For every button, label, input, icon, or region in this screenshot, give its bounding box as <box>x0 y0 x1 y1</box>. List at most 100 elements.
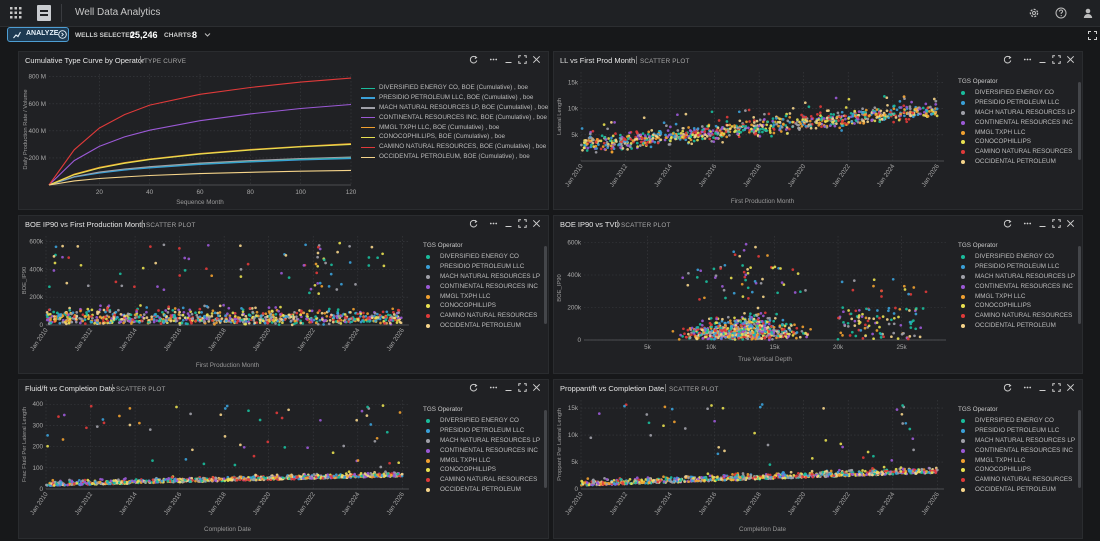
data-point[interactable] <box>924 108 928 112</box>
data-point[interactable] <box>744 124 748 128</box>
data-point[interactable] <box>651 136 655 140</box>
data-point[interactable] <box>590 143 593 147</box>
data-point[interactable] <box>700 475 703 479</box>
data-point[interactable] <box>899 112 902 116</box>
data-point[interactable] <box>316 245 320 249</box>
data-point[interactable] <box>623 404 626 408</box>
data-point[interactable] <box>756 306 760 310</box>
data-point[interactable] <box>907 292 910 296</box>
data-point[interactable] <box>191 448 194 452</box>
data-point[interactable] <box>681 276 685 280</box>
data-point[interactable] <box>388 461 391 465</box>
data-point[interactable] <box>168 479 172 483</box>
data-point[interactable] <box>295 317 299 321</box>
data-point[interactable] <box>399 316 403 320</box>
data-point[interactable] <box>741 295 745 298</box>
data-point[interactable] <box>384 318 388 322</box>
legend-item[interactable]: OCCIDENTAL PETROLEUM <box>958 157 1075 167</box>
data-point[interactable] <box>758 405 762 409</box>
data-point[interactable] <box>901 422 905 425</box>
data-point[interactable] <box>766 120 770 124</box>
data-point[interactable] <box>910 100 913 104</box>
data-point[interactable] <box>735 327 739 330</box>
data-point[interactable] <box>166 479 170 483</box>
data-point[interactable] <box>597 412 601 415</box>
data-point[interactable] <box>730 330 733 333</box>
data-point[interactable] <box>292 317 295 320</box>
data-point[interactable] <box>684 131 688 135</box>
data-point[interactable] <box>840 280 844 284</box>
data-point[interactable] <box>267 476 271 479</box>
data-point[interactable] <box>922 471 926 474</box>
data-point[interactable] <box>816 475 819 478</box>
legend-item[interactable]: PRESIDIO PETROLEUM LLC <box>958 426 1075 436</box>
data-point[interactable] <box>621 147 625 150</box>
data-point[interactable] <box>886 103 889 107</box>
data-point[interactable] <box>739 328 743 332</box>
data-point[interactable] <box>662 480 666 483</box>
data-point[interactable] <box>694 479 698 483</box>
data-point[interactable] <box>652 478 656 482</box>
data-point[interactable] <box>628 145 632 149</box>
data-point[interactable] <box>186 312 190 315</box>
data-point[interactable] <box>818 121 821 125</box>
legend-item[interactable]: CONTINENTAL RESOURCES INC <box>958 446 1075 456</box>
data-point[interactable] <box>90 308 94 312</box>
data-point[interactable] <box>752 119 756 122</box>
data-point[interactable] <box>305 476 309 480</box>
data-point[interactable] <box>647 421 651 425</box>
data-point[interactable] <box>863 115 867 119</box>
data-point[interactable] <box>889 470 892 474</box>
data-point[interactable] <box>795 331 799 334</box>
data-point[interactable] <box>684 138 688 142</box>
data-point[interactable] <box>704 476 708 479</box>
data-point[interactable] <box>379 321 382 325</box>
data-point[interactable] <box>773 316 777 320</box>
data-point[interactable] <box>908 320 912 324</box>
data-point[interactable] <box>231 311 235 315</box>
data-point[interactable] <box>934 103 938 106</box>
data-point[interactable] <box>902 110 906 114</box>
data-point[interactable] <box>162 243 166 247</box>
data-point[interactable] <box>706 407 709 411</box>
data-point[interactable] <box>362 316 365 319</box>
data-point[interactable] <box>53 480 57 484</box>
data-point[interactable] <box>702 476 705 480</box>
data-point[interactable] <box>595 147 598 150</box>
data-point[interactable] <box>709 331 713 335</box>
data-point[interactable] <box>894 471 898 475</box>
data-point[interactable] <box>799 290 802 294</box>
data-point[interactable] <box>692 127 696 130</box>
data-point[interactable] <box>911 111 915 115</box>
more-icon[interactable] <box>1023 219 1032 228</box>
data-point[interactable] <box>771 117 775 120</box>
data-point[interactable] <box>848 334 852 337</box>
data-point[interactable] <box>53 261 57 265</box>
data-point[interactable] <box>775 117 778 120</box>
data-point[interactable] <box>872 111 876 115</box>
data-point[interactable] <box>768 319 772 322</box>
data-point[interactable] <box>871 332 874 336</box>
data-point[interactable] <box>733 316 736 320</box>
data-point[interactable] <box>691 479 694 483</box>
data-point[interactable] <box>205 305 209 308</box>
data-point[interactable] <box>775 122 778 126</box>
data-point[interactable] <box>894 116 898 119</box>
data-point[interactable] <box>169 319 173 323</box>
data-point[interactable] <box>710 404 713 407</box>
legend-item[interactable]: CONTINENTAL RESOURCES INC, BOE (Cumulati… <box>361 113 548 123</box>
data-point[interactable] <box>104 315 107 319</box>
data-point[interactable] <box>832 113 836 116</box>
data-point[interactable] <box>738 476 742 479</box>
data-point[interactable] <box>689 138 693 142</box>
data-point[interactable] <box>703 296 706 300</box>
data-point[interactable] <box>203 320 207 323</box>
data-point[interactable] <box>381 404 385 407</box>
data-point[interactable] <box>769 124 773 128</box>
data-point[interactable] <box>900 332 904 336</box>
data-point[interactable] <box>821 470 825 474</box>
data-point[interactable] <box>815 121 818 125</box>
data-point[interactable] <box>90 482 94 486</box>
data-point[interactable] <box>679 333 682 337</box>
data-point[interactable] <box>247 478 251 482</box>
